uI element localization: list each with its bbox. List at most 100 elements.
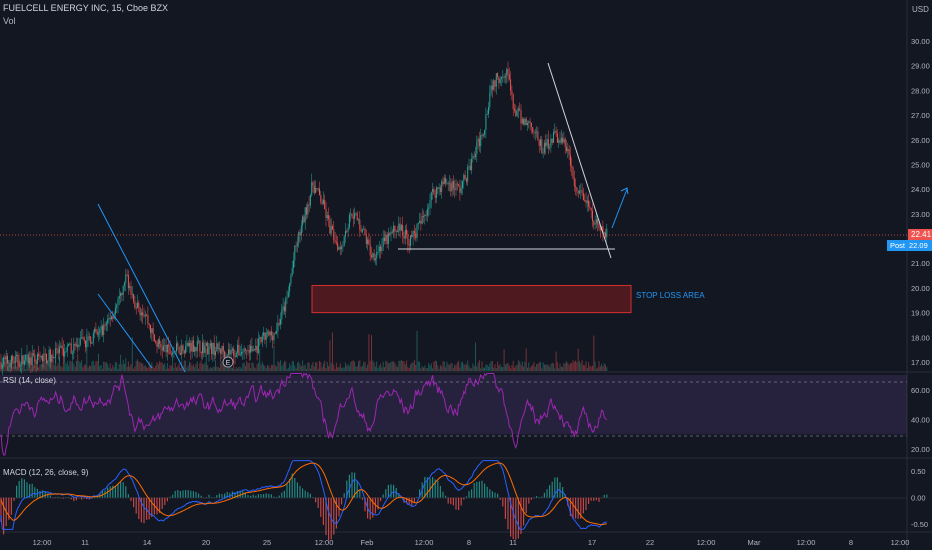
post-price-label: Post: [890, 241, 906, 250]
volume-bar: [459, 367, 461, 371]
macd-histogram-bar: [281, 492, 283, 498]
volume-bar: [332, 332, 333, 371]
volume-bar: [311, 364, 313, 371]
macd-histogram-bar: [491, 491, 493, 498]
candle-body: [312, 182, 314, 186]
candle-body: [140, 312, 142, 316]
candle-body: [72, 353, 73, 354]
candle-body: [143, 315, 145, 317]
volume-bar: [81, 360, 83, 371]
volume-bar: [465, 364, 467, 371]
candle-body: [56, 348, 58, 350]
trendline-left-lower[interactable]: [97, 293, 153, 369]
candle-body: [22, 355, 24, 364]
candle-body: [137, 302, 138, 308]
macd-histogram-bar: [520, 497, 522, 534]
candle-body: [563, 138, 565, 143]
macd-histogram-bar: [551, 481, 553, 498]
candle-body: [124, 282, 125, 286]
macd-histogram-bar: [595, 497, 597, 501]
candle-body: [339, 247, 341, 250]
candle-body: [42, 355, 44, 362]
x-tick-label: 12:00: [797, 538, 816, 547]
macd-histogram-bar: [211, 497, 213, 498]
candle-body: [205, 342, 207, 346]
candle-body: [60, 345, 62, 348]
volume-bar: [360, 366, 362, 371]
macd-histogram-bar: [192, 491, 194, 498]
volume-bar: [420, 368, 422, 371]
rsi-tick-label: 60.00: [911, 386, 930, 395]
candle-body: [456, 183, 458, 185]
macd-histogram-bar: [112, 485, 114, 498]
volume-bar: [412, 362, 414, 371]
volume-bar: [254, 367, 255, 371]
candle-body: [393, 225, 395, 233]
volume-bar: [12, 366, 14, 371]
candle-body: [507, 68, 509, 75]
candle-body: [425, 214, 427, 216]
volume-bar: [62, 363, 64, 371]
candle-body: [541, 139, 543, 154]
candle-body: [16, 355, 18, 357]
macd-histogram-bar: [601, 497, 603, 499]
macd-histogram-bar: [10, 497, 12, 515]
candle-body: [290, 275, 292, 284]
macd-histogram-bar: [23, 479, 25, 498]
candle-body: [31, 353, 33, 366]
volume-bar: [463, 364, 465, 371]
volume-bar: [399, 360, 401, 371]
volume-bar: [575, 360, 577, 371]
candle-body: [367, 239, 369, 245]
volume-bar: [77, 353, 79, 371]
earnings-marker[interactable]: E: [222, 356, 234, 368]
candle-body: [283, 306, 285, 312]
volume-bar: [524, 361, 526, 371]
stop-loss-zone[interactable]: [311, 284, 632, 314]
volume-bar: [261, 361, 263, 371]
candle-body: [390, 231, 392, 235]
candle-body: [202, 342, 203, 354]
macd-histogram-bar: [247, 495, 249, 498]
candle-body: [558, 140, 560, 143]
price-tick-label: 18.00: [911, 333, 930, 342]
volume-bar: [434, 360, 436, 371]
candle-body: [506, 68, 508, 77]
price-tick-label: 29.00: [911, 62, 930, 71]
volume-bar: [371, 335, 372, 371]
volume-bar: [256, 364, 258, 371]
volume-bar: [322, 363, 324, 371]
candle-body: [547, 139, 549, 149]
candle-body: [36, 354, 38, 364]
trendline-descending[interactable]: [547, 62, 612, 259]
volume-bar: [103, 361, 105, 371]
volume-bar: [563, 362, 565, 371]
volume-bar: [352, 360, 354, 371]
projection-arrow[interactable]: [611, 188, 628, 229]
volume-bar: [282, 363, 284, 371]
macd-histogram-bar: [299, 485, 301, 498]
macd-histogram-bar: [569, 497, 571, 516]
macd-histogram-bar: [354, 472, 356, 498]
candle-body: [455, 183, 457, 190]
trendline-left-upper[interactable]: [97, 203, 186, 373]
volume-bar: [382, 361, 384, 371]
volume-bar: [398, 360, 400, 371]
macd-histogram-bar: [234, 492, 236, 498]
macd-histogram-bar: [294, 478, 296, 498]
volume-bar: [391, 361, 393, 371]
candle-body: [87, 336, 89, 341]
volume-bar: [330, 363, 332, 371]
candle-body: [14, 356, 16, 364]
volume-bars: [0, 328, 608, 371]
volume-bar: [270, 364, 272, 371]
macd-histogram-bar: [265, 493, 267, 498]
candle-body: [272, 335, 274, 341]
volume-bar: [13, 366, 15, 371]
volume-bar: [326, 362, 328, 371]
candle-body: [347, 227, 349, 232]
volume-bar: [589, 365, 591, 371]
volume-bar: [268, 365, 270, 371]
macd-histogram-bar: [55, 497, 57, 498]
